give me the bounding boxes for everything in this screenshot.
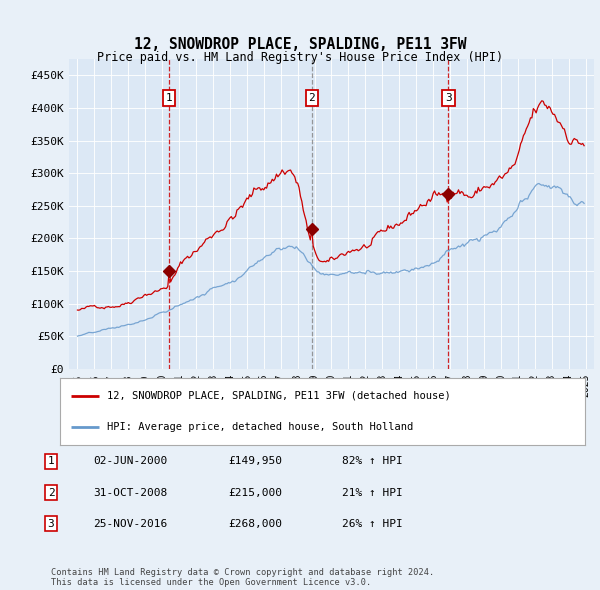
Text: Price paid vs. HM Land Registry's House Price Index (HPI): Price paid vs. HM Land Registry's House … (97, 51, 503, 64)
Text: £215,000: £215,000 (228, 488, 282, 497)
Text: £268,000: £268,000 (228, 519, 282, 529)
Text: £149,950: £149,950 (228, 457, 282, 466)
Text: 25-NOV-2016: 25-NOV-2016 (93, 519, 167, 529)
Text: 21% ↑ HPI: 21% ↑ HPI (342, 488, 403, 497)
Text: Contains HM Land Registry data © Crown copyright and database right 2024.
This d: Contains HM Land Registry data © Crown c… (51, 568, 434, 587)
Text: 82% ↑ HPI: 82% ↑ HPI (342, 457, 403, 466)
Text: 02-JUN-2000: 02-JUN-2000 (93, 457, 167, 466)
Text: 12, SNOWDROP PLACE, SPALDING, PE11 3FW: 12, SNOWDROP PLACE, SPALDING, PE11 3FW (134, 37, 466, 51)
Text: 2: 2 (308, 93, 315, 103)
Text: 3: 3 (47, 519, 55, 529)
Text: 12, SNOWDROP PLACE, SPALDING, PE11 3FW (detached house): 12, SNOWDROP PLACE, SPALDING, PE11 3FW (… (107, 391, 451, 401)
Text: 1: 1 (166, 93, 173, 103)
Text: 1: 1 (47, 457, 55, 466)
Text: 2: 2 (47, 488, 55, 497)
Text: 26% ↑ HPI: 26% ↑ HPI (342, 519, 403, 529)
Text: 31-OCT-2008: 31-OCT-2008 (93, 488, 167, 497)
Text: 3: 3 (445, 93, 452, 103)
Text: HPI: Average price, detached house, South Holland: HPI: Average price, detached house, Sout… (107, 422, 413, 432)
